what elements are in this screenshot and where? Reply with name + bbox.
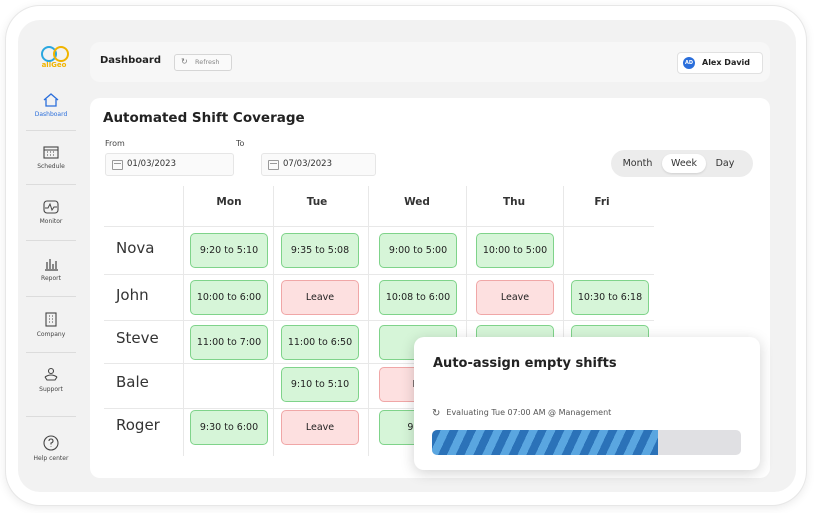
grid-line (466, 186, 467, 456)
shift-cell[interactable]: 10:00 to 5:00 (476, 233, 554, 268)
sidebar-divider (26, 352, 76, 353)
shift-cell[interactable]: 9:00 to 5:00 (379, 233, 457, 268)
grid-line (563, 186, 564, 456)
view-switcher: Month Week Day (611, 150, 753, 177)
shift-cell[interactable]: 10:30 to 6:18 (571, 280, 649, 315)
shift-cell[interactable]: 9:30 to 6:00 (190, 410, 268, 445)
to-date-field[interactable]: 07/03/2023 (261, 153, 376, 176)
sidebar-item-support[interactable]: Support (20, 366, 82, 393)
grid-line (368, 186, 369, 456)
sidebar-item-help-center[interactable]: Help center (20, 434, 82, 462)
calendar-icon (268, 160, 279, 170)
allgeo-logo: allGeo (32, 46, 76, 69)
dialog-status: ↻ Evaluating Tue 07:00 AM @ Management (432, 407, 612, 419)
status-text: Evaluating Tue 07:00 AM @ Management (446, 408, 612, 417)
user-menu-button[interactable]: AD Alex David (677, 52, 763, 74)
shift-cell[interactable]: 11:00 to 7:00 (190, 325, 268, 360)
shift-cell[interactable]: 11:00 to 6:50 (281, 325, 359, 360)
employee-name-roger: Roger (116, 416, 160, 434)
user-name: Alex David (702, 58, 751, 67)
grid-line (104, 226, 654, 227)
grid-line (104, 408, 654, 409)
grid-line (104, 320, 654, 321)
shift-cell[interactable]: 9:35 to 5:08 (281, 233, 359, 268)
top-bar: Dashboard ↻ Refresh AD Alex David (90, 42, 770, 82)
sidebar-item-label: Schedule (37, 163, 65, 170)
sidebar-divider (26, 184, 76, 185)
employee-name-john: John (116, 286, 149, 304)
progress-fill (432, 430, 658, 455)
from-date-field[interactable]: 01/03/2023 (105, 153, 234, 176)
grid-line (104, 274, 654, 275)
day-header-fri: Fri (594, 196, 610, 208)
sidebar-item-label: Support (39, 386, 63, 393)
view-day[interactable]: Day (715, 158, 735, 169)
day-header-mon: Mon (216, 196, 242, 208)
refresh-button[interactable]: ↻ Refresh (174, 54, 232, 71)
logo-text-a: all (41, 61, 52, 69)
shift-cell[interactable]: 9:20 to 5:10 (190, 233, 268, 268)
employee-name-nova: Nova (116, 239, 155, 257)
refresh-icon: ↻ (181, 57, 188, 66)
sidebar-item-label: Report (41, 275, 61, 282)
help-icon (43, 435, 59, 451)
view-month[interactable]: Month (622, 158, 653, 169)
dialog-title: Auto-assign empty shifts (433, 356, 617, 371)
view-week[interactable]: Week (662, 154, 706, 173)
shift-cell[interactable]: 10:08 to 6:00 (379, 280, 457, 315)
leave-cell[interactable]: Leave (476, 280, 554, 315)
to-date-value: 07/03/2023 (283, 159, 332, 169)
support-icon (44, 367, 58, 381)
sidebar-item-label: Company (36, 331, 66, 338)
calendar-icon (43, 146, 59, 159)
leave-cell[interactable]: Leave (281, 410, 359, 445)
logo-rings (40, 46, 69, 62)
shift-cell[interactable]: 10:00 to 6:00 (190, 280, 268, 315)
progress-bar (432, 430, 741, 455)
logo-text: allGeo (32, 61, 76, 69)
auto-assign-dialog: Auto-assign empty shifts ↻ Evaluating Tue… (414, 337, 760, 470)
sidebar-item-schedule[interactable]: Schedule (20, 144, 82, 170)
to-label: To (236, 139, 245, 148)
logo-ring-yellow (53, 46, 69, 62)
sidebar: allGeo Dashboard Schedule Monitor Report… (20, 22, 82, 482)
employee-name-bale: Bale (116, 373, 149, 391)
sidebar-divider (26, 416, 76, 417)
sidebar-item-dashboard[interactable]: Dashboard (20, 92, 82, 118)
grid-line (273, 186, 274, 456)
sidebar-divider (26, 240, 76, 241)
employee-name-steve: Steve (116, 329, 159, 347)
grid-line (183, 186, 184, 456)
home-icon (43, 93, 59, 107)
page-title: Dashboard (100, 55, 161, 66)
sidebar-divider (26, 130, 76, 131)
sidebar-divider (26, 296, 76, 297)
from-date-value: 01/03/2023 (127, 159, 176, 169)
refresh-label: Refresh (195, 58, 220, 66)
sidebar-item-company[interactable]: Company (20, 311, 82, 338)
pulse-icon (43, 200, 59, 214)
sidebar-item-label: Dashboard (34, 111, 68, 118)
day-header-tue: Tue (306, 196, 328, 208)
grid-line (104, 363, 654, 364)
day-header-wed: Wed (404, 196, 430, 208)
day-header-thu: Thu (502, 196, 526, 208)
sidebar-item-label: Help center (33, 455, 69, 462)
calendar-icon (112, 160, 123, 170)
card-title: Automated Shift Coverage (103, 110, 305, 126)
bar-chart-icon (45, 259, 58, 271)
logo-text-b: Geo (51, 61, 67, 69)
sync-icon: ↻ (432, 408, 441, 419)
sidebar-item-label: Monitor (39, 218, 63, 225)
sidebar-item-report[interactable]: Report (20, 256, 82, 282)
from-label: From (105, 139, 125, 148)
leave-cell[interactable]: Leave (281, 280, 359, 315)
avatar: AD (683, 57, 695, 69)
shift-cell[interactable]: 9:10 to 5:10 (281, 367, 359, 402)
sidebar-item-monitor[interactable]: Monitor (20, 199, 82, 225)
building-icon (45, 312, 57, 327)
